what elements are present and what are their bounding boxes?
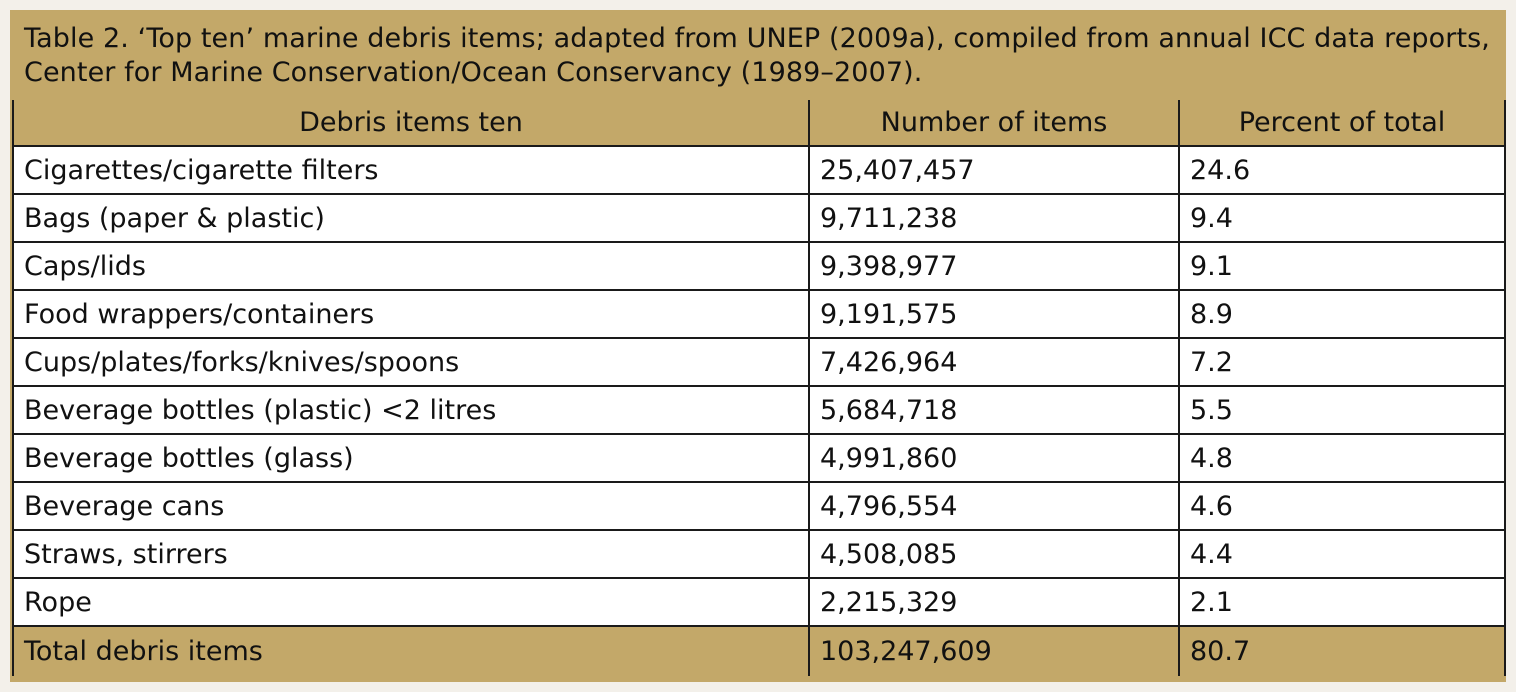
table-row: Bags (paper & plastic) 9,711,238 9.4 [12,193,1506,243]
item-cell: Food wrappers/containers [12,289,810,339]
number-cell: 9,711,238 [808,193,1180,243]
table-row: Cups/plates/forks/knives/spoons 7,426,96… [12,337,1506,387]
percent-cell: 24.6 [1178,145,1506,195]
table-caption: Table 2. ‘Top ten’ marine debris items; … [24,23,1490,88]
item-cell: Beverage bottles (plastic) <2 litres [12,385,810,435]
percent-cell: 4.8 [1178,433,1506,483]
percent-cell: 4.4 [1178,529,1506,579]
number-cell: 9,191,575 [808,289,1180,339]
item-cell: Caps/lids [12,241,810,291]
total-row: Total debris items 103,247,609 80.7 [12,625,1506,676]
total-number-cell: 103,247,609 [808,625,1180,676]
table-row: Rope 2,215,329 2.1 [12,577,1506,627]
table-frame: Table 2. ‘Top ten’ marine debris items; … [10,10,1506,682]
table-row: Caps/lids 9,398,977 9.1 [12,241,1506,291]
number-cell: 2,215,329 [808,577,1180,627]
item-cell: Straws, stirrers [12,529,810,579]
item-cell: Beverage cans [12,481,810,531]
number-cell: 4,796,554 [808,481,1180,531]
debris-table: Debris items ten Number of items Percent… [12,100,1506,676]
percent-cell: 7.2 [1178,337,1506,387]
number-cell: 25,407,457 [808,145,1180,195]
item-cell: Cigarettes/cigarette filters [12,145,810,195]
item-cell: Cups/plates/forks/knives/spoons [12,337,810,387]
item-cell: Beverage bottles (glass) [12,433,810,483]
table-row: Cigarettes/cigarette filters 25,407,457 … [12,145,1506,195]
table-row: Beverage bottles (glass) 4,991,860 4.8 [12,433,1506,483]
number-cell: 9,398,977 [808,241,1180,291]
item-cell: Rope [12,577,810,627]
table-row: Beverage cans 4,796,554 4.6 [12,481,1506,531]
percent-cell: 4.6 [1178,481,1506,531]
table-row: Food wrappers/containers 9,191,575 8.9 [12,289,1506,339]
percent-cell: 8.9 [1178,289,1506,339]
total-item-cell: Total debris items [12,625,810,676]
header-row: Debris items ten Number of items Percent… [12,100,1506,147]
column-header-item: Debris items ten [12,100,810,147]
number-cell: 4,508,085 [808,529,1180,579]
percent-cell: 9.4 [1178,193,1506,243]
number-cell: 7,426,964 [808,337,1180,387]
table-row: Beverage bottles (plastic) <2 litres 5,6… [12,385,1506,435]
percent-cell: 5.5 [1178,385,1506,435]
number-cell: 4,991,860 [808,433,1180,483]
percent-cell: 9.1 [1178,241,1506,291]
item-cell: Bags (paper & plastic) [12,193,810,243]
column-header-number: Number of items [808,100,1180,147]
percent-cell: 2.1 [1178,577,1506,627]
column-header-percent: Percent of total [1178,100,1506,147]
table-row: Straws, stirrers 4,508,085 4.4 [12,529,1506,579]
total-percent-cell: 80.7 [1178,625,1506,676]
number-cell: 5,684,718 [808,385,1180,435]
